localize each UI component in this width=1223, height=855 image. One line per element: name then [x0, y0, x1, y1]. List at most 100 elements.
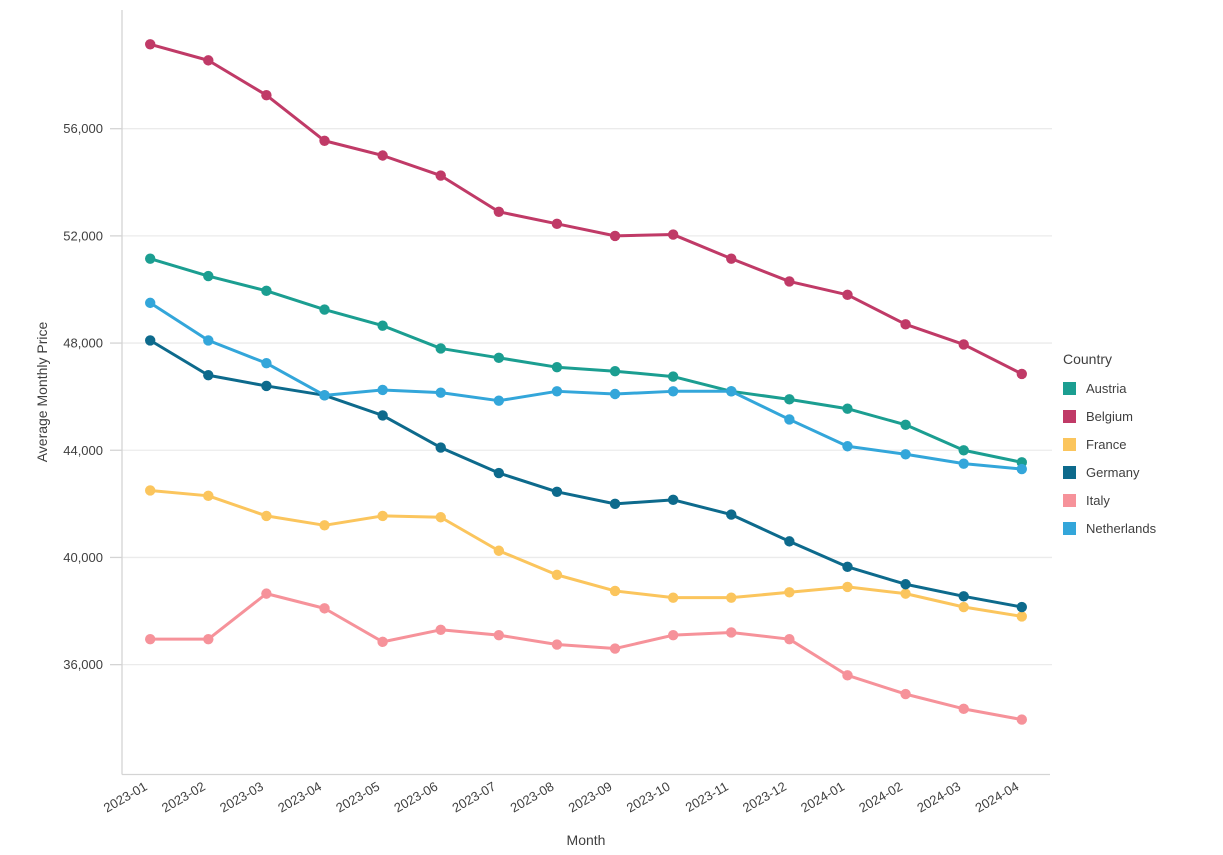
x-tick-label: 2024-01 [798, 779, 847, 816]
data-point-france-2023-12 [784, 587, 795, 598]
data-point-france-2024-01 [842, 581, 853, 593]
data-point-italy-2023-11 [726, 627, 737, 638]
data-point-austria-2024-02 [900, 419, 911, 431]
data-point-belgium-2023-08 [551, 218, 563, 230]
x-tick-label: 2023-10 [624, 779, 673, 816]
data-point-france-2023-06 [435, 512, 446, 523]
data-point-netherlands-2023-10 [667, 386, 679, 397]
data-point-austria-2023-06 [435, 343, 446, 354]
data-point-austria-2023-12 [784, 394, 795, 405]
x-tick-label: 2024-02 [856, 779, 905, 816]
data-point-france-2023-10 [667, 592, 679, 603]
legend-swatch-belgium [1063, 410, 1076, 423]
data-point-austria-2023-09 [609, 366, 621, 377]
legend-swatch-netherlands [1063, 522, 1076, 535]
data-point-austria-2024-03 [958, 445, 969, 456]
data-point-belgium-2023-02 [203, 55, 214, 66]
legend-label: Germany [1086, 465, 1140, 480]
data-point-austria-2023-02 [203, 270, 214, 282]
data-point-netherlands-2023-04 [319, 390, 330, 401]
data-point-belgium-2023-05 [377, 150, 388, 161]
series-line-germany [148, 338, 1024, 609]
data-point-france-2023-05 [377, 510, 388, 522]
data-point-italy-2023-02 [203, 633, 214, 645]
legend-label: France [1086, 437, 1127, 452]
legend-swatch-italy [1063, 494, 1076, 507]
data-point-austria-2023-05 [377, 320, 388, 331]
legend-items: Austria Belgium France Germany Italy Netherla… [1063, 381, 1156, 536]
data-point-austria-2023-07 [493, 352, 505, 364]
series-line-france [148, 488, 1024, 618]
data-point-austria-2023-10 [667, 371, 679, 382]
data-point-italy-2024-02 [900, 688, 911, 700]
series-line-belgium [148, 42, 1024, 376]
data-point-netherlands-2024-02 [900, 449, 911, 460]
y-tick-label: 40,000 [63, 550, 103, 565]
legend-swatch-austria [1063, 382, 1076, 395]
data-point-netherlands-2023-07 [493, 395, 505, 406]
x-tick-label: 2023-01 [101, 779, 150, 816]
x-tick-label: 2023-11 [683, 779, 731, 815]
data-point-austria-2023-08 [551, 361, 563, 373]
data-point-germany-2024-04 [1016, 601, 1027, 613]
legend-label: Austria [1086, 381, 1127, 396]
data-point-france-2023-09 [609, 585, 621, 597]
data-point-austria-2024-01 [842, 403, 853, 414]
data-point-austria-2023-03 [261, 285, 272, 297]
data-point-france-2023-03 [261, 510, 272, 522]
legend-item-austria[interactable]: Austria [1063, 381, 1156, 396]
data-point-netherlands-2023-03 [261, 357, 272, 369]
y-tick-label: 36,000 [63, 657, 103, 672]
data-point-belgium-2023-09 [609, 230, 621, 242]
legend-title: Country [1063, 351, 1113, 367]
x-tick-label: 2023-09 [566, 779, 615, 816]
data-point-germany-2024-02 [900, 579, 911, 590]
legend-swatch-germany [1063, 466, 1076, 479]
data-point-italy-2024-03 [958, 703, 969, 715]
y-tick-label: 56,000 [63, 121, 103, 136]
x-tick-label: 2023-12 [740, 779, 789, 816]
data-point-netherlands-2023-12 [784, 414, 795, 425]
data-point-netherlands-2023-05 [377, 384, 388, 396]
data-point-germany-2023-01 [145, 335, 156, 346]
data-point-belgium-2023-03 [261, 90, 272, 101]
data-point-netherlands-2023-11 [726, 386, 737, 397]
data-point-netherlands-2023-09 [609, 388, 621, 400]
data-point-belgium-2024-01 [842, 289, 853, 301]
data-point-france-2023-02 [203, 490, 214, 502]
data-point-italy-2023-05 [377, 636, 388, 648]
legend-label: Netherlands [1086, 521, 1157, 536]
data-point-belgium-2023-12 [784, 276, 795, 287]
data-point-germany-2023-08 [551, 486, 563, 497]
x-tick-label: 2024-04 [972, 779, 1021, 816]
x-tick-label: 2024-03 [914, 779, 963, 816]
data-point-germany-2023-11 [726, 509, 737, 520]
data-point-germany-2023-03 [261, 380, 272, 392]
series-line-italy [148, 592, 1024, 722]
data-point-italy-2023-04 [319, 603, 330, 614]
y-tick-label: 52,000 [63, 228, 103, 243]
legend-item-germany[interactable]: Germany [1063, 465, 1156, 480]
data-point-belgium-2024-02 [900, 319, 911, 330]
data-point-germany-2023-06 [435, 442, 446, 453]
series-line-austria [148, 257, 1024, 464]
data-point-belgium-2023-04 [319, 135, 330, 146]
data-point-austria-2023-04 [319, 304, 330, 315]
data-point-italy-2023-12 [784, 633, 795, 645]
data-point-germany-2024-01 [842, 561, 853, 573]
data-point-italy-2024-04 [1016, 714, 1027, 725]
data-point-italy-2023-06 [435, 624, 446, 635]
data-point-belgium-2023-07 [493, 206, 505, 217]
data-point-netherlands-2024-04 [1016, 463, 1027, 475]
y-tick-label: 48,000 [63, 336, 103, 351]
x-tick-label: 2023-02 [159, 779, 208, 816]
legend-item-france[interactable]: France [1063, 437, 1156, 452]
x-tick-label: 2023-05 [333, 779, 382, 816]
data-point-italy-2023-07 [493, 629, 505, 641]
legend-item-italy[interactable]: Italy [1063, 493, 1156, 508]
data-point-france-2023-07 [493, 545, 505, 556]
legend-swatch-france [1063, 438, 1076, 451]
legend-item-belgium[interactable]: Belgium [1063, 409, 1156, 424]
legend-item-netherlands[interactable]: Netherlands [1063, 521, 1156, 536]
